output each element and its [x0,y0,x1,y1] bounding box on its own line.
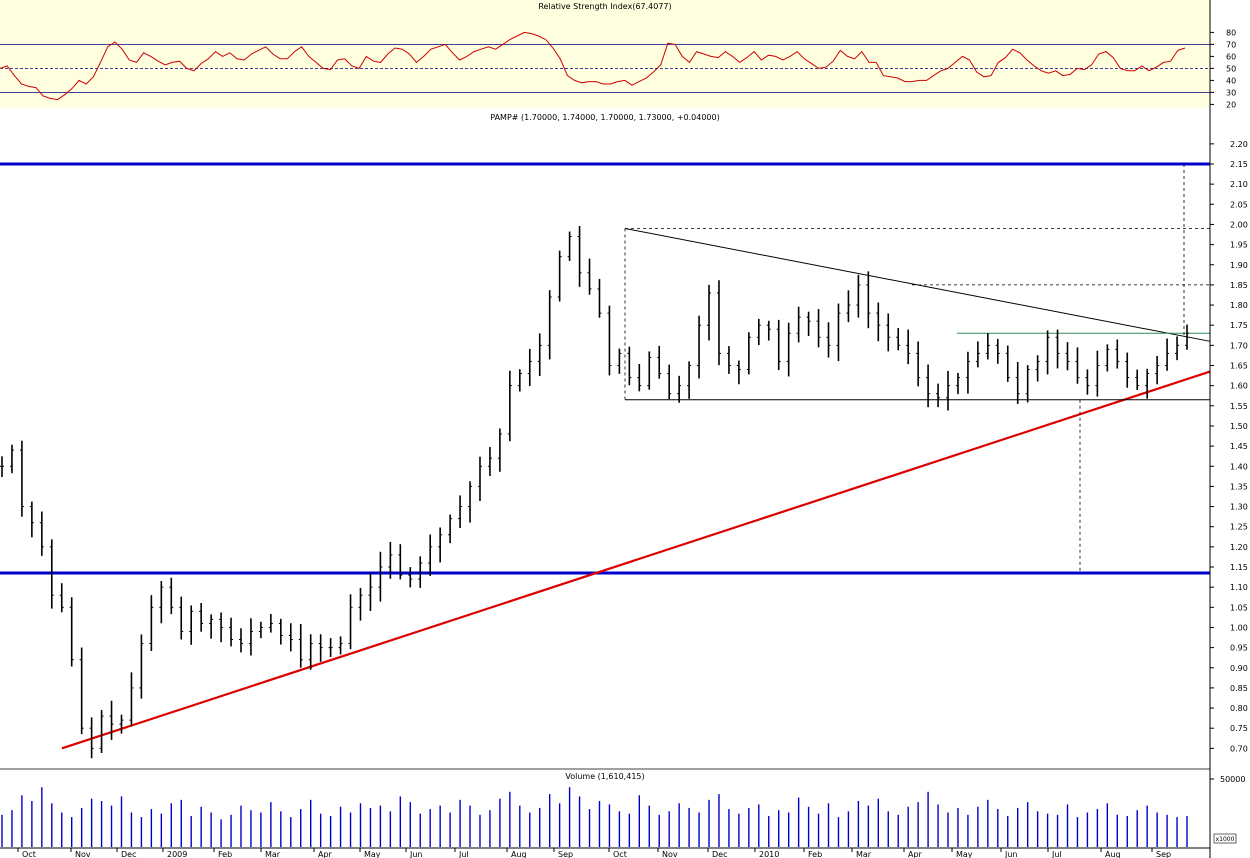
date-tick-label: Aug [1105,850,1121,858]
date-tick-label: May [364,850,381,858]
date-tick-label: Nov [75,850,91,858]
date-tick-label: Jun [409,850,423,858]
volume-title: Volume (1,610,415) [565,772,644,781]
rsi-tick-label: 70 [1226,40,1236,49]
price-title: PAMP# (1.70000, 1.74000, 1.70000, 1.7300… [490,113,719,122]
downtrend-line [624,227,1211,342]
volume-bars [1,787,1188,847]
rsi-reference-lines [0,44,1210,93]
date-tick-label: Aug [511,850,527,858]
date-tick-label: Dec [121,850,136,858]
rsi-axis: 80 70 60 50 40 30 20 [1210,28,1236,109]
price-tick-label: 1.55 [1230,402,1248,411]
date-tick-label: Mar [265,850,281,858]
date-tick-label: Jul [458,850,469,858]
date-tick-label: Oct [22,850,36,858]
date-tick-label: Apr [908,850,923,858]
price-tick-label: 1.40 [1230,462,1248,471]
date-tick-label: Sep [558,850,573,858]
price-tick-label: 1.35 [1230,482,1248,491]
price-tick-label: 1.30 [1230,503,1248,512]
date-tick-label: Mar [856,850,872,858]
price-tick-label: 1.75 [1230,321,1248,330]
price-tick-label: 0.75 [1230,724,1248,733]
date-tick-label: Sep [1156,850,1171,858]
price-tick-label: 1.70 [1230,341,1248,350]
rsi-line [0,31,1186,101]
rsi-tick-label: 80 [1226,28,1236,37]
price-tick-label: 1.65 [1230,362,1248,371]
price-tick-label: 2.10 [1230,180,1248,189]
price-tick-label: 1.50 [1230,422,1248,431]
date-tick-label: Nov [662,850,678,858]
rsi-title: Relative Strength Index(67.4077) [538,2,671,11]
trendline-annotations [0,162,1211,750]
rsi-tick-label: 40 [1226,76,1236,85]
price-tick-label: 1.10 [1230,583,1248,592]
date-tick-label: Apr [318,850,333,858]
volume-axis: 50000 x1000 [1210,775,1245,844]
date-tick-label: 2010 [759,850,779,858]
volume-scale-box [1213,833,1237,844]
rsi-tick-label: 60 [1226,52,1236,61]
date-axis: Oct Nov Dec 2009 Feb Mar Apr May Jun Jul Aug Sep Oct… [17,848,1171,858]
date-tick-label: 2009 [167,850,187,858]
date-tick-label: Feb [218,850,232,858]
date-tick-label: Feb [808,850,822,858]
price-tick-label: 1.45 [1230,442,1248,451]
date-tick-label: Jun [1004,850,1018,858]
price-tick-label: 1.25 [1230,523,1248,532]
price-tick-label: 2.00 [1230,220,1248,229]
rsi-tick-label: 30 [1226,88,1236,97]
date-tick-label: Jul [1051,850,1062,858]
price-bars [0,226,1189,759]
rsi-tick-label: 50 [1226,64,1236,73]
price-tick-label: 1.80 [1230,301,1248,310]
price-tick-label: 0.85 [1230,684,1248,693]
price-tick-label: 0.90 [1230,664,1248,673]
date-tick-label: Oct [613,850,627,858]
volume-scale-label: x1000 [1216,836,1235,843]
price-tick-label: 1.20 [1230,543,1248,552]
uptrend-line [61,370,1211,750]
price-tick-label: 1.00 [1230,623,1248,632]
price-tick-label: 0.70 [1230,744,1248,753]
price-tick-label: 2.20 [1230,140,1248,149]
date-tick-label: Dec [712,850,727,858]
price-tick-label: 1.05 [1230,603,1248,612]
price-tick-label: 0.95 [1230,644,1248,653]
price-tick-label: 1.15 [1230,563,1248,572]
rsi-tick-label: 20 [1226,100,1236,109]
price-tick-label: 0.80 [1230,704,1248,713]
price-tick-label: 1.90 [1230,261,1248,270]
price-tick-label: 2.15 [1230,160,1248,169]
price-tick-label: 1.95 [1230,241,1248,250]
price-axis: 2.20 2.15 2.10 2.05 2.00 1.95 1.90 1.85 1.80 1.75… [1210,140,1248,753]
price-tick-label: 2.05 [1230,200,1248,209]
volume-tick-label: 50000 [1220,775,1245,784]
rsi-panel [0,0,1210,108]
date-tick-label: May [956,850,973,858]
price-tick-label: 1.85 [1230,281,1248,290]
price-tick-label: 1.60 [1230,382,1248,391]
